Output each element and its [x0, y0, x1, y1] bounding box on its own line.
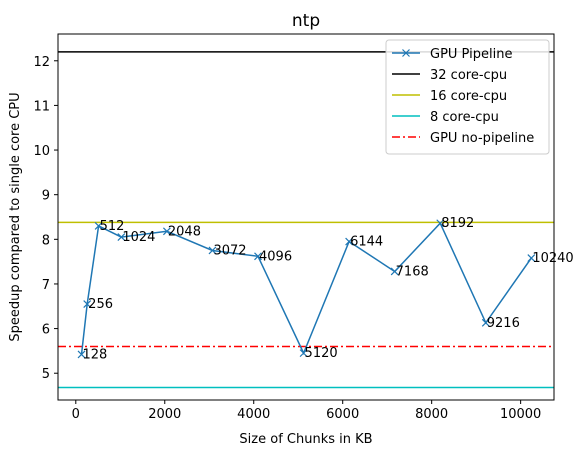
y-tick-label: 9: [42, 189, 50, 204]
data-point-label: 256: [88, 297, 113, 312]
data-point-label: 4096: [259, 249, 292, 264]
x-axis: 0 2000 4000 6000 8000 10000: [72, 400, 541, 422]
y-tick-label: 5: [42, 367, 50, 382]
legend: GPU Pipeline 32 core-cpu 16 core-cpu 8 core…: [385, 39, 550, 155]
data-point: [94, 222, 103, 230]
data-point: [436, 219, 445, 228]
data-point-label: 6144: [350, 235, 383, 250]
data-point: [208, 246, 217, 255]
x-tick-label: 2000: [148, 407, 181, 422]
series-layer: [77, 219, 536, 359]
x-tick-label: 10000: [500, 407, 541, 422]
legend-label: 16 core-cpu: [430, 89, 507, 104]
x-axis-label: Size of Chunks in KB: [239, 432, 372, 447]
legend-label: 32 core-cpu: [430, 68, 507, 83]
data-point: [481, 318, 490, 327]
y-tick-label: 7: [42, 278, 50, 293]
x-tick-label: 8000: [415, 407, 448, 422]
data-point-label: 512: [100, 219, 125, 234]
data-point-label: 3072: [213, 243, 246, 258]
data-point-label: 1024: [122, 230, 155, 245]
data-point-label: 9216: [487, 316, 520, 331]
data-point: [345, 237, 354, 246]
data-point: [83, 300, 92, 308]
y-axis-label: Speedup compared to single core CPU: [8, 92, 23, 341]
y-tick-label: 12: [33, 55, 50, 70]
data-point: [299, 349, 308, 358]
data-point-label: 2048: [168, 224, 201, 239]
data-point: [254, 252, 262, 261]
x-tick-label: 4000: [237, 407, 270, 422]
legend-label: GPU no-pipeline: [430, 131, 534, 146]
data-point: [527, 254, 536, 262]
chart-title: ntp: [292, 11, 320, 31]
y-axis: 5 6 7 8 9 10 11 12: [33, 55, 58, 382]
data-point-label: 5120: [305, 346, 338, 361]
legend-label: 8 core-cpu: [430, 110, 499, 125]
x-tick-label: 6000: [326, 407, 359, 422]
data-point-label: 128: [82, 347, 107, 362]
y-tick-label: 11: [33, 99, 50, 114]
plot-frame: [57, 33, 555, 401]
y-tick-label: 8: [42, 233, 50, 248]
data-point: [77, 350, 86, 359]
data-point: [117, 233, 126, 242]
data-point-label: 8192: [441, 216, 474, 231]
legend-box: [385, 39, 550, 155]
data-point-label: 10240: [532, 251, 573, 266]
legend-marker: [402, 49, 410, 57]
data-point: [162, 227, 171, 236]
legend-label: GPU Pipeline: [430, 47, 512, 62]
y-tick-label: 6: [42, 323, 50, 338]
data-point: [390, 267, 399, 276]
x-tick-label: 0: [72, 407, 80, 422]
y-tick-label: 10: [33, 144, 50, 159]
data-point-label: 7168: [396, 264, 429, 279]
